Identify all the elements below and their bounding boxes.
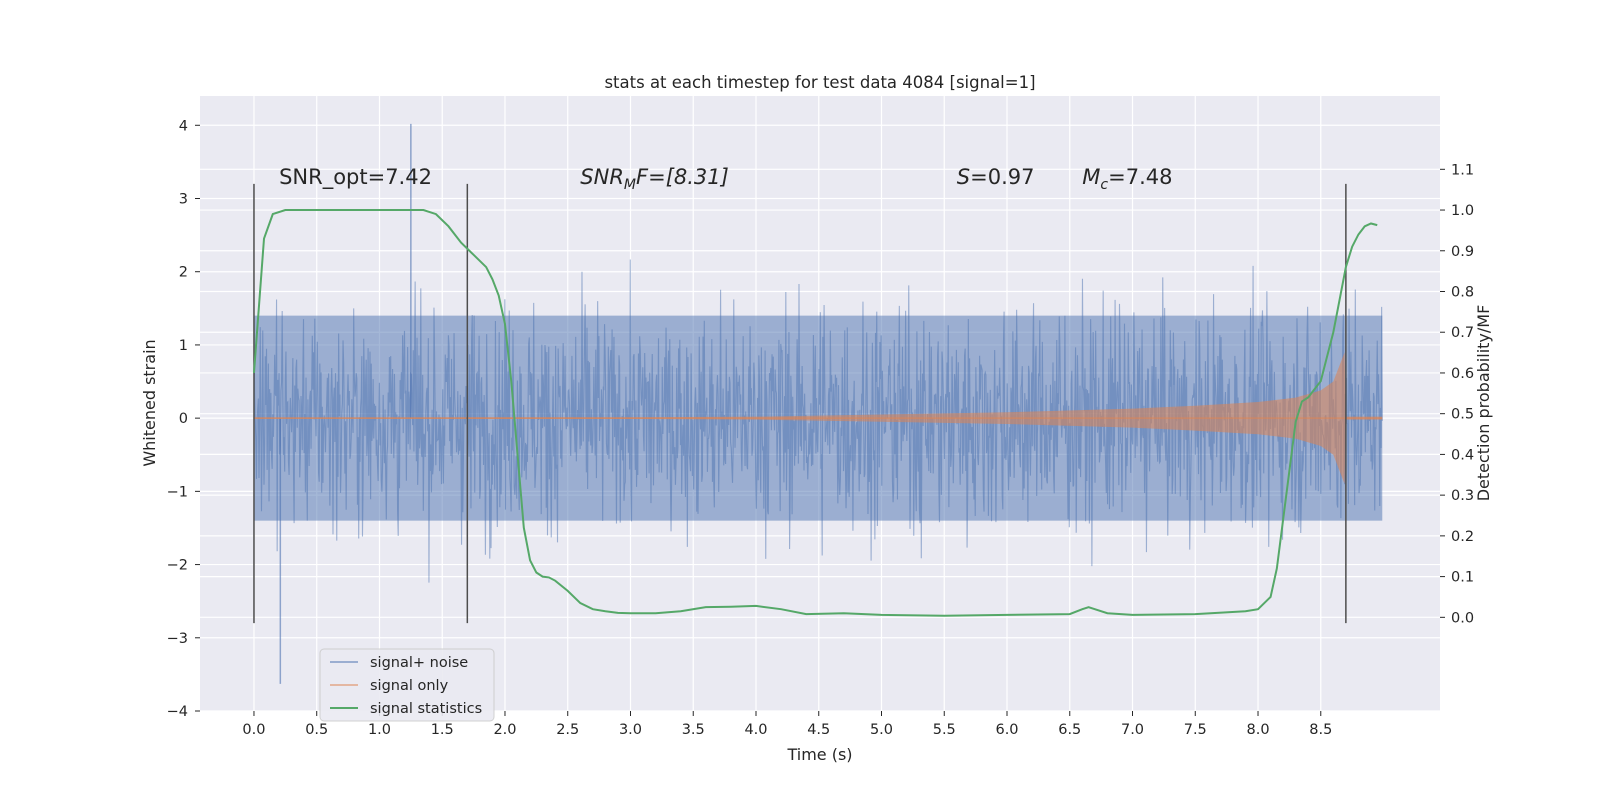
y-right-tick-label-11: 0.0	[1451, 610, 1474, 626]
x-tick-label-13: 6.5	[1058, 722, 1081, 738]
x-tick-label-9: 4.5	[807, 722, 830, 738]
legend-label-signal-only: signal only	[370, 678, 449, 694]
y-right-tick-label-3: 0.8	[1451, 284, 1474, 300]
annotation-2: S=0.97	[957, 165, 1035, 189]
y-tick-label-8: −4	[167, 704, 188, 720]
y-tick-label-4: 0	[179, 411, 188, 427]
y-tick-label-7: −3	[167, 631, 188, 647]
statistics-line	[252, 209, 1378, 617]
chart-title: stats at each timestep for test data 408…	[604, 73, 1035, 92]
y-axis-label: Whitened strain	[140, 339, 159, 466]
x-tick-label-0: 0.0	[242, 722, 265, 738]
x-axis-label: Time (s)	[786, 745, 852, 764]
y-right-tick-label-1: 1.0	[1451, 203, 1474, 219]
vertical-markers	[253, 183, 1347, 624]
x-tick-label-15: 7.5	[1184, 722, 1207, 738]
x-tick-label-16: 8.0	[1246, 722, 1269, 738]
y-tick-label-3: 1	[179, 338, 188, 354]
x-tick-label-8: 4.0	[744, 722, 767, 738]
x-tick-label-7: 3.5	[682, 722, 705, 738]
y-axis-right-label: Detection probability/MF	[1474, 305, 1493, 502]
x-tick-label-14: 7.0	[1121, 722, 1144, 738]
annotation-0: SNR_opt=7.42	[279, 165, 432, 190]
y-axis-ticks: 4 3 2 1 0 −1 −2 −3 −4	[167, 118, 200, 720]
series-signal-only	[253, 352, 1383, 485]
y-right-tick-label-2: 0.9	[1451, 244, 1474, 260]
x-tick-label-17: 8.5	[1309, 722, 1332, 738]
y-axis-right-ticks: 1.1 1.0 0.9 0.8 0.7 0.6 0.5 0.4 0.3 0.2 0.1 0.0	[1440, 162, 1474, 626]
y-right-tick-label-0: 1.1	[1451, 162, 1474, 178]
y-tick-label-1: 3	[179, 192, 188, 208]
x-tick-label-1: 0.5	[305, 722, 328, 738]
annotation-1: SNRMF=[8.31]	[580, 165, 729, 193]
y-right-tick-label-10: 0.1	[1451, 570, 1474, 586]
y-right-tick-label-5: 0.6	[1451, 366, 1474, 382]
x-tick-label-4: 2.0	[493, 722, 516, 738]
y-right-tick-label-4: 0.7	[1451, 325, 1474, 341]
y-tick-label-5: −1	[167, 484, 188, 500]
noise-trace	[253, 259, 1383, 583]
x-tick-label-11: 5.5	[933, 722, 956, 738]
x-tick-label-10: 5.0	[870, 722, 893, 738]
x-tick-label-3: 1.5	[431, 722, 454, 738]
y-tick-label-2: 2	[179, 265, 188, 281]
x-tick-label-2: 1.0	[368, 722, 391, 738]
y-tick-label-0: 4	[179, 118, 188, 134]
x-tick-label-6: 3.0	[619, 722, 642, 738]
y-right-tick-label-9: 0.2	[1451, 529, 1474, 545]
y-tick-label-6: −2	[167, 558, 188, 574]
series-signal-statistics	[252, 209, 1378, 617]
x-axis-ticks: 0.0 0.5 1.0 1.5 2.0 2.5 3.0 3.5 4.0 4.5 5.0 5.5 6.0 6…	[242, 711, 1332, 738]
y-right-tick-label-6: 0.5	[1451, 407, 1474, 423]
x-tick-label-5: 2.5	[556, 722, 579, 738]
annotations: SNR_opt=7.42 SNRMF=[8.31] S=0.97 Mc=7.48	[279, 165, 1172, 193]
legend-box	[319, 648, 495, 722]
x-tick-label-12: 6.0	[995, 722, 1018, 738]
legend-label-signal-statistics: signal statistics	[370, 701, 482, 717]
y-right-tick-label-8: 0.3	[1451, 488, 1474, 504]
annotation-3: Mc=7.48	[1082, 165, 1172, 193]
legend-label-signal-noise: signal+ noise	[370, 655, 468, 671]
legend: signal+ noise signal only signal statist…	[319, 648, 495, 722]
y-right-tick-label-7: 0.4	[1451, 447, 1474, 463]
